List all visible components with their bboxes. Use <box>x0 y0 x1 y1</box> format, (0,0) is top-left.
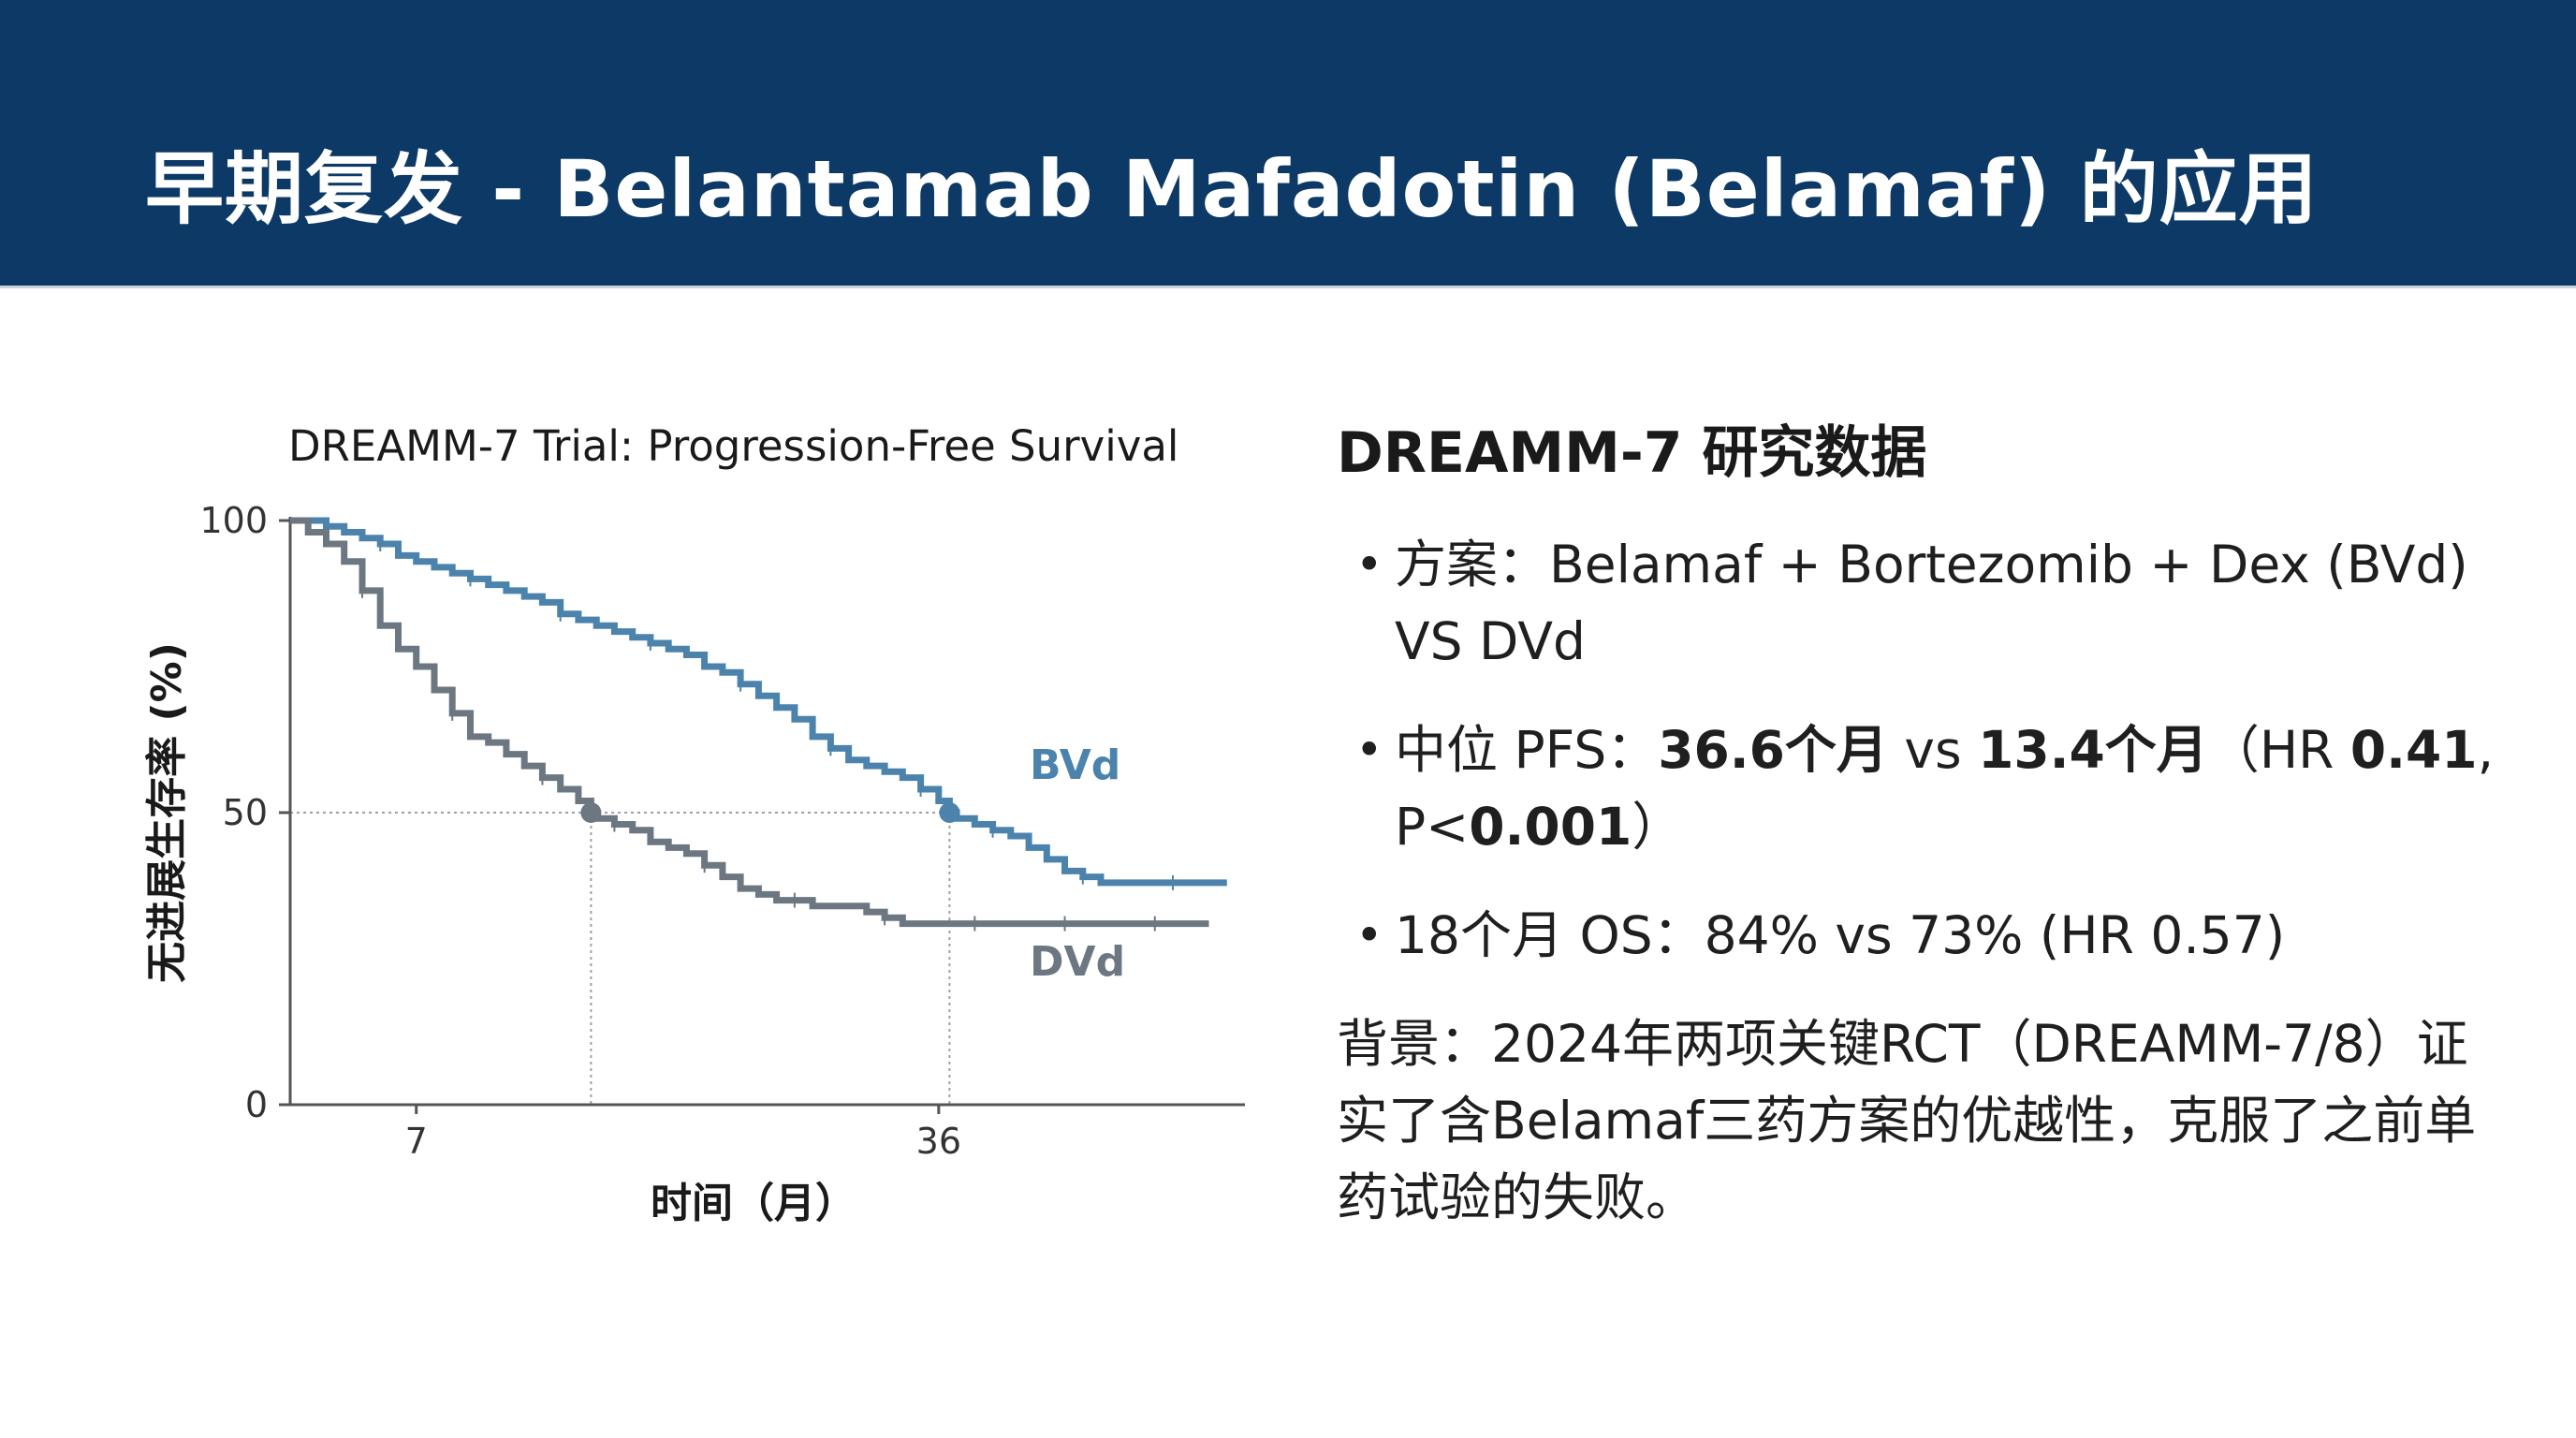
series-line-dvd <box>290 517 1209 928</box>
pfs-vs: vs <box>1887 720 1979 780</box>
pfs-chart: DREAMM-7 Trial: Progression-Free Surviva… <box>143 421 1245 1227</box>
pfs-p-label: , P< <box>1395 720 2495 857</box>
y-tick-label-0: 0 <box>245 1084 268 1125</box>
bullet-regimen: 方案：Belamaf + Bortezomib + Dex (BVd) VS D… <box>1337 526 2507 680</box>
series-label-bvd: BVd <box>1030 741 1120 789</box>
median-marker-dvd <box>580 802 602 823</box>
pfs-bvd-value: 36.6个月 <box>1658 720 1888 780</box>
pfs-p-value: 0.001 <box>1469 797 1632 857</box>
pfs-hr-label: （HR <box>2207 720 2350 780</box>
x-tick-label-7: 7 <box>405 1121 428 1162</box>
title-banner: 早期复发 - Belantamab Mafadotin (Belamaf) 的应… <box>0 0 2576 288</box>
y-tick-label-100: 100 <box>199 500 268 541</box>
os-text: 18个月 OS：84% vs 73% (HR 0.57) <box>1395 905 2286 965</box>
y-tick-label-50: 50 <box>223 792 268 833</box>
pfs-dvd-value: 13.4个月 <box>1978 720 2208 780</box>
series-label-dvd: DVd <box>1030 938 1125 986</box>
study-data-panel: DREAMM-7 研究数据 方案：Belamaf + Bortezomib + … <box>1337 407 2507 1236</box>
slide-title: 早期复发 - Belantamab Mafadotin (Belamaf) 的应… <box>145 143 2319 235</box>
chart-title: DREAMM-7 Trial: Progression-Free Surviva… <box>288 421 1178 471</box>
y-axis-title: 无进展生存率 (%) <box>143 642 191 983</box>
pfs-close: ） <box>1632 797 1684 857</box>
pfs-hr-value: 0.41 <box>2349 720 2478 780</box>
median-marker-bvd <box>939 802 960 823</box>
bullet-median-pfs: 中位 PFS：36.6个月 vs 13.4个月（HR 0.41, P<0.001… <box>1337 712 2507 865</box>
x-tick-label-36: 36 <box>916 1121 961 1162</box>
bullet-list: 方案：Belamaf + Bortezomib + Dex (BVd) VS D… <box>1337 526 2507 974</box>
bullet-os: 18个月 OS：84% vs 73% (HR 0.57) <box>1337 897 2507 974</box>
study-heading: DREAMM-7 研究数据 <box>1337 420 1927 486</box>
x-axis-title: 时间（月） <box>651 1180 856 1227</box>
pfs-prefix: 中位 PFS： <box>1395 720 1659 780</box>
background-note: 背景：2024年两项关键RCT（DREAMM-7/8）证实了含Belamaf三药… <box>1337 1014 2477 1227</box>
series-line-bvd <box>290 517 1227 887</box>
regimen-text: 方案：Belamaf + Bortezomib + Dex (BVd) VS D… <box>1395 535 2468 671</box>
